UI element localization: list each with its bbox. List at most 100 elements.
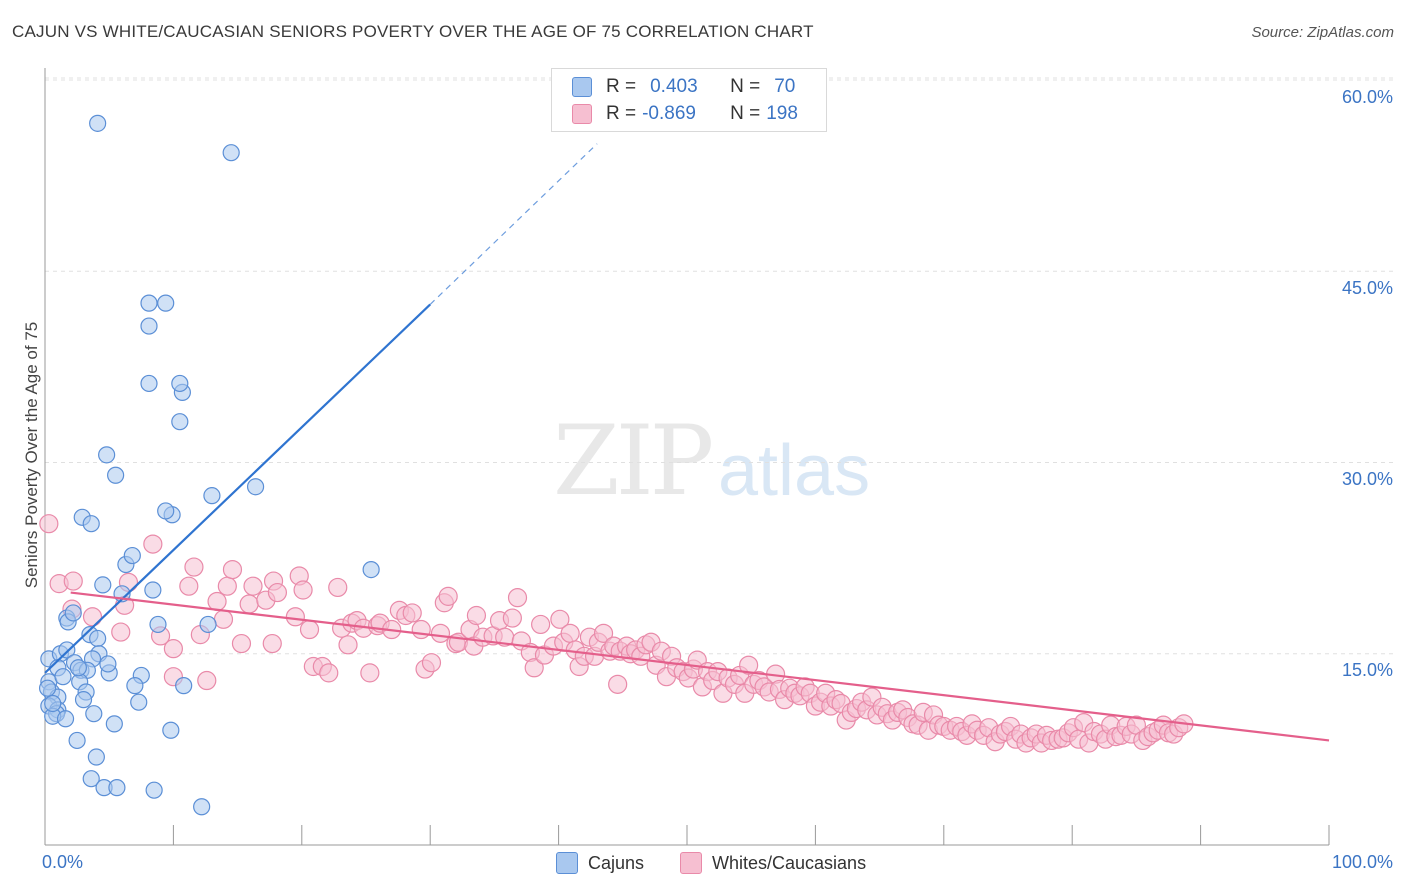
white-caucasian-point: [82, 607, 103, 627]
cajun-point: [171, 374, 189, 393]
white-caucasian-point: [328, 577, 348, 598]
cajun-point: [56, 710, 75, 728]
cajun-point: [123, 546, 141, 565]
cajun-point: [105, 715, 123, 733]
white-caucasian-point: [507, 588, 528, 608]
cajun-point: [157, 294, 175, 312]
white-caucasian-point: [524, 658, 544, 678]
white-caucasian-point: [143, 534, 163, 554]
cajun-point: [98, 446, 116, 464]
cajun-point: [203, 487, 221, 505]
white-caucasian-point: [213, 609, 234, 629]
white-caucasian-point: [608, 674, 628, 694]
white-caucasian-point: [550, 609, 570, 629]
watermark-atlas: atlas: [718, 431, 871, 511]
cajun-point: [246, 478, 265, 496]
cajun-point: [126, 677, 144, 695]
white-caucasian-point: [239, 594, 259, 614]
legend-row-white: R = -0.869 N = 198: [572, 103, 798, 125]
x-tick-left: 0.0%: [42, 852, 84, 872]
cajun-point: [64, 604, 82, 622]
cajun-point: [44, 694, 62, 713]
cajun-r-value: 0.403: [650, 76, 698, 97]
legend-item-whites: Whites/Caucasians: [680, 852, 866, 874]
source-credit: Source: ZipAtlas.com: [1251, 24, 1394, 41]
n-label: N =: [730, 103, 761, 124]
cajun-point: [38, 679, 57, 697]
y-tick-45: 45.0%: [1341, 278, 1393, 298]
white-legend-swatch: [680, 852, 702, 874]
white-caucasian-point: [338, 635, 358, 655]
r-label: R =: [606, 76, 637, 97]
white-caucasian-point: [231, 633, 252, 654]
watermark-zip: ZIP: [553, 405, 714, 517]
cajun-point: [94, 576, 112, 594]
white-caucasian-point: [243, 576, 263, 596]
cajun-point: [157, 502, 175, 520]
white-caucasian-points: [39, 514, 1194, 753]
cajun-point: [99, 655, 117, 673]
cajun-point: [162, 721, 180, 739]
stats-legend: R = 0.403 N = 70 R = -0.869 N = 198: [551, 68, 827, 132]
x-tick-right: 100.0%: [1331, 852, 1393, 872]
cajun-point: [74, 691, 93, 709]
white-caucasian-point: [184, 557, 204, 577]
cajun-point: [69, 659, 87, 677]
white-caucasian-point: [293, 580, 313, 600]
white-caucasian-point: [593, 623, 614, 643]
white-trend-line: [70, 591, 1330, 742]
cajun-point: [193, 798, 211, 816]
white-caucasian-point: [39, 514, 59, 534]
white-caucasian-point: [438, 586, 458, 606]
cajun-swatch: [572, 77, 592, 97]
white-caucasian-point: [222, 559, 243, 580]
white-caucasian-point: [360, 663, 380, 683]
cajun-point: [140, 317, 158, 335]
cajun-point: [82, 770, 100, 788]
cajun-point: [58, 641, 76, 659]
cajun-legend-label: Cajuns: [588, 852, 645, 873]
cajun-point: [107, 466, 125, 484]
white-caucasian-point: [531, 614, 551, 635]
white-caucasian-point: [299, 619, 320, 640]
cajun-point: [362, 560, 380, 579]
white-caucasian-point: [739, 655, 759, 675]
cajun-point: [199, 615, 217, 634]
white-n-value: 198: [766, 103, 798, 124]
cajun-point: [54, 668, 72, 686]
white-caucasian-point: [197, 670, 217, 691]
cajun-point: [85, 705, 103, 723]
r-label: R =: [606, 103, 637, 124]
cajun-point: [175, 677, 193, 695]
white-caucasian-point: [262, 633, 282, 654]
white-caucasian-point: [163, 639, 183, 659]
white-r-value: -0.869: [642, 103, 696, 124]
cajun-point: [222, 144, 240, 162]
cajun-point: [82, 515, 100, 533]
white-caucasian-point: [111, 622, 131, 642]
cajun-point: [149, 615, 167, 634]
cajun-point: [108, 779, 126, 797]
cajun-point: [145, 781, 163, 799]
white-caucasian-point: [560, 623, 580, 643]
cajun-point: [68, 731, 86, 750]
cajun-legend-swatch: [556, 852, 578, 874]
cajun-trend-extension: [429, 143, 598, 305]
white-caucasian-point: [402, 603, 422, 623]
trend-lines: [44, 143, 1330, 742]
white-caucasian-point: [285, 607, 305, 627]
y-tick-60: 60.0%: [1341, 87, 1393, 107]
y-tick-15: 15.0%: [1341, 660, 1393, 680]
white-legend-label: Whites/Caucasians: [712, 852, 867, 873]
chart-title: CAJUN VS WHITE/CAUCASIAN SENIORS POVERTY…: [12, 22, 814, 41]
white-caucasian-point: [63, 571, 83, 591]
cajun-points: [38, 114, 380, 816]
white-swatch: [572, 104, 592, 124]
cajun-point: [89, 114, 107, 132]
n-label: N =: [730, 76, 761, 97]
white-caucasian-point: [267, 582, 288, 603]
white-caucasian-point: [179, 576, 199, 596]
legend-row-cajun: R = 0.403 N = 70: [572, 76, 795, 98]
white-caucasian-point: [207, 591, 227, 612]
